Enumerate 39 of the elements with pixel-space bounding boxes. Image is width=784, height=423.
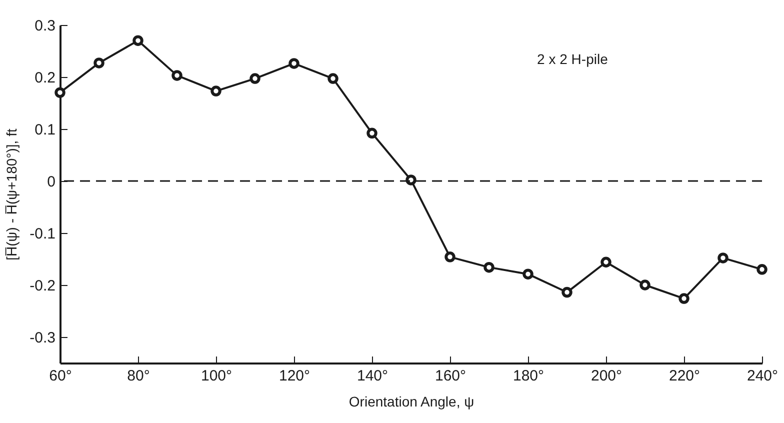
y-tick-label: -0.1 <box>30 226 56 242</box>
x-tick-label: 200° <box>590 368 622 384</box>
x-axis-title: Orientation Angle, ψ <box>348 394 474 410</box>
x-tick-label: 120° <box>278 368 310 384</box>
point <box>600 256 612 268</box>
point <box>718 252 728 264</box>
point <box>678 293 690 304</box>
y-tick-label: 0.2 <box>34 70 56 86</box>
x-tick-label: 140° <box>356 368 388 384</box>
x-tick-label: 240° <box>746 368 778 384</box>
point <box>640 280 650 290</box>
x-tick-label: 220° <box>668 368 700 384</box>
x-tick-label: 180° <box>512 368 544 384</box>
point <box>132 35 144 46</box>
y-tick-label: -0.3 <box>30 330 56 346</box>
point <box>94 58 104 68</box>
point <box>328 73 338 84</box>
point <box>444 252 456 262</box>
point <box>366 128 378 139</box>
point <box>406 174 416 186</box>
point <box>250 73 260 84</box>
y-tick-label: -0.2 <box>30 278 56 294</box>
annotation: 2 x 2 H-pile <box>537 51 608 67</box>
y-tick-label: 0 <box>47 174 56 190</box>
x-tick-label: 80° <box>127 368 150 384</box>
x-tick-label: 160° <box>434 368 466 384</box>
x-tick-label: 100° <box>200 368 232 384</box>
y-tick-label: 0.1 <box>34 122 56 138</box>
point <box>562 286 572 298</box>
point <box>172 70 182 81</box>
point <box>210 86 222 96</box>
point <box>484 262 494 273</box>
y-tick-label: 0.3 <box>34 18 56 34</box>
x-tick-label: 60° <box>49 368 72 384</box>
point <box>756 264 768 275</box>
point <box>54 87 66 98</box>
point <box>522 268 534 280</box>
y-axis-title: [H̅(ψ) - H̅(ψ+180°)], ft <box>4 128 20 260</box>
point <box>288 58 300 69</box>
